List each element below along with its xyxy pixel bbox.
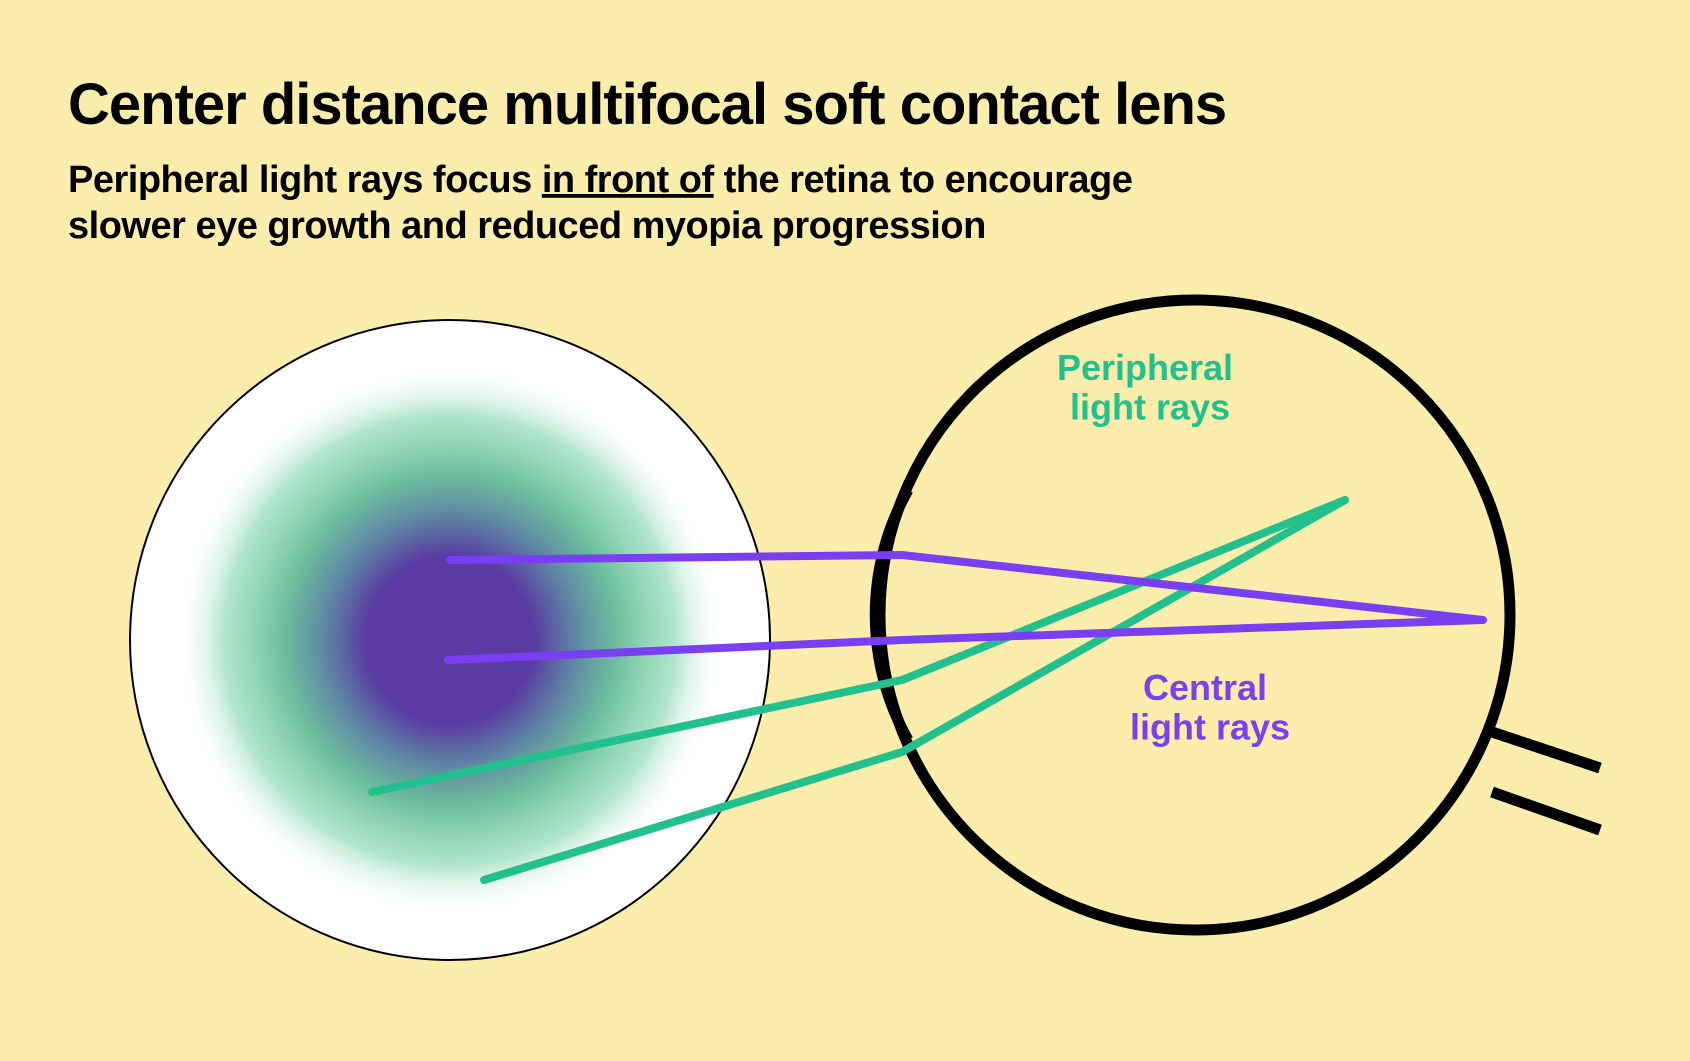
lens-gradient-fill — [150, 340, 750, 940]
diagram-canvas: Center distance multifocal soft contact … — [0, 0, 1690, 1061]
diagram-svg: Center distance multifocal soft contact … — [0, 0, 1690, 1061]
label-central: Central light rays — [1130, 667, 1290, 748]
label-peripheral: Peripheral light rays — [1057, 347, 1243, 428]
title: Center distance multifocal soft contact … — [68, 72, 1226, 137]
subtitle-line-2: slower eye growth and reduced myopia pro… — [68, 205, 986, 247]
subtitle-line-1: Peripheral light rays focus in front of … — [68, 159, 1132, 201]
